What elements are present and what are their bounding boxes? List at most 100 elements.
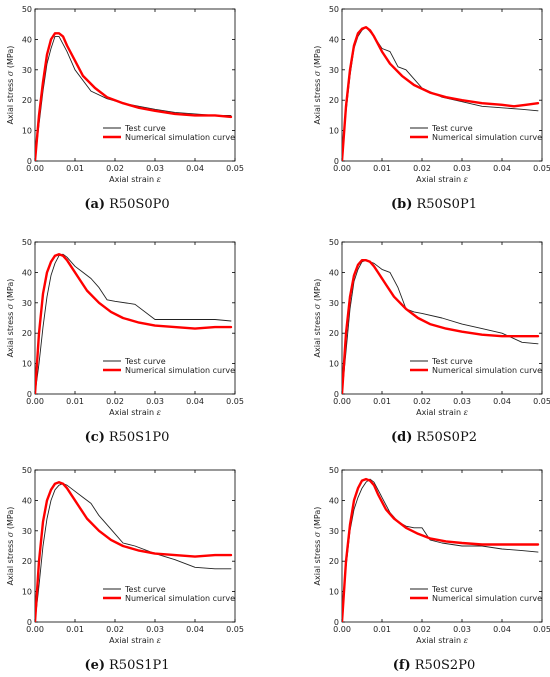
x-tick-label: 0.05 [533, 164, 550, 173]
x-tick-label: 0.04 [186, 397, 204, 406]
x-axis-label-symbol: ε [464, 636, 468, 645]
y-axis-label-symbol: σ [6, 70, 15, 76]
x-tick-label: 0.03 [146, 164, 164, 173]
x-tick-label: 0.01 [373, 164, 391, 173]
y-axis-label-unit: (MPa) [6, 507, 15, 532]
y-tick-label: 40 [22, 496, 32, 505]
panel-caption-name: R50S0P0 [109, 197, 170, 212]
x-axis-label-text: Axial strain [416, 636, 463, 645]
panel-caption-name: R50S2P0 [415, 658, 476, 673]
y-tick-label: 30 [329, 527, 339, 536]
panel-caption-letter: (e) [84, 658, 105, 673]
plot-frame [341, 241, 543, 395]
y-axis-label-symbol: σ [313, 531, 322, 537]
x-tick-label: 0.01 [66, 397, 84, 406]
plot-frame [341, 8, 543, 162]
x-axis-label-symbol: ε [157, 636, 161, 645]
simulation-curve [35, 252, 233, 394]
x-tick-label: 0.04 [493, 164, 511, 173]
y-axis-label-symbol: σ [6, 303, 15, 309]
y-axis-label-text: Axial stress [313, 309, 322, 357]
y-tick-label: 0 [334, 157, 339, 166]
x-axis-label-text: Axial strain [109, 408, 156, 417]
x-axis-label-symbol: ε [157, 175, 161, 184]
x-tick-label: 0.01 [66, 164, 84, 173]
y-tick-label: 20 [22, 329, 32, 338]
x-tick-label: 0.00 [26, 397, 44, 406]
x-axis-label: Axial strain ε [109, 408, 161, 417]
y-tick-label: 10 [22, 127, 32, 136]
panel-caption-letter: (a) [84, 197, 105, 212]
panel-caption: (e) R50S1P1 [84, 658, 169, 673]
chart-panel: 0.00 0.01 0.02 0.03 0.04 0.05 0 10 20 30 40 50 Axial… [6, 5, 244, 212]
legend-simulation-label: Numerical simulation curve [125, 366, 235, 375]
x-tick-label: 0.04 [186, 625, 204, 634]
chart-panel: 0.00 0.01 0.02 0.03 0.04 0.05 0 10 20 30 40 50 Axial… [6, 466, 244, 673]
x-tick-label: 0.02 [106, 397, 124, 406]
x-tick-label: 0.05 [226, 397, 244, 406]
x-tick-label: 0.05 [226, 625, 244, 634]
simulation-curve [342, 26, 540, 161]
y-tick-label: 30 [329, 299, 339, 308]
test-curve [342, 259, 539, 394]
y-axis-label-text: Axial stress [6, 76, 15, 124]
legend-simulation-label: Numerical simulation curve [432, 594, 542, 603]
legend-test-label: Test curve [431, 357, 473, 366]
y-tick-label: 30 [22, 299, 32, 308]
y-tick-label: 30 [22, 66, 32, 75]
y-tick-label: 50 [329, 238, 339, 247]
y-tick-label: 20 [22, 557, 32, 566]
y-tick-label: 50 [22, 5, 32, 14]
y-tick-label: 20 [329, 557, 339, 566]
y-axis-label-symbol: σ [6, 531, 15, 537]
y-tick-label: 10 [329, 127, 339, 136]
legend-simulation-label: Numerical simulation curve [125, 594, 235, 603]
y-tick-label: 40 [329, 268, 339, 277]
x-tick-label: 0.05 [533, 397, 550, 406]
y-tick-label: 40 [329, 496, 339, 505]
y-tick-label: 40 [22, 268, 32, 277]
x-tick-label: 0.00 [333, 625, 351, 634]
panel-caption-name: R50S0P1 [416, 197, 477, 212]
legend-simulation-label: Numerical simulation curve [432, 366, 542, 375]
test-curve [35, 483, 232, 622]
panel-caption-letter: (c) [85, 430, 105, 445]
x-axis-label: Axial strain ε [416, 636, 468, 645]
panel-caption-letter: (f) [393, 658, 411, 673]
y-tick-label: 10 [329, 588, 339, 597]
y-tick-label: 50 [329, 466, 339, 475]
legend-test-label: Test curve [431, 124, 473, 133]
x-tick-label: 0.01 [66, 625, 84, 634]
chart-panel: 0.00 0.01 0.02 0.03 0.04 0.05 0 10 20 30 40 50 Axial… [313, 5, 550, 212]
y-axis-label-unit: (MPa) [6, 46, 15, 71]
x-tick-label: 0.02 [413, 625, 431, 634]
legend-test-label: Test curve [431, 585, 473, 594]
x-axis-label-text: Axial strain [109, 636, 156, 645]
y-axis-label-text: Axial stress [6, 537, 15, 585]
x-axis-label: Axial strain ε [109, 175, 161, 184]
legend-simulation-label: Numerical simulation curve [125, 133, 235, 142]
y-tick-label: 50 [329, 5, 339, 14]
x-tick-label: 0.01 [373, 397, 391, 406]
simulation-curve [35, 481, 233, 622]
y-tick-label: 0 [334, 618, 339, 627]
chart-panel: 0.00 0.01 0.02 0.03 0.04 0.05 0 10 20 30 40 50 Axial… [6, 238, 244, 445]
x-tick-label: 0.03 [146, 397, 164, 406]
x-axis-label-text: Axial strain [416, 408, 463, 417]
chart-panel: 0.00 0.01 0.02 0.03 0.04 0.05 0 10 20 30 40 50 Axial… [313, 238, 550, 445]
x-tick-label: 0.00 [333, 164, 351, 173]
y-axis-label-text: Axial stress [6, 309, 15, 357]
legend-test-label: Test curve [124, 124, 166, 133]
plot-frame [34, 8, 236, 162]
x-axis-label: Axial strain ε [416, 175, 468, 184]
test-curve [35, 35, 232, 161]
legend-test-label: Test curve [124, 585, 166, 594]
y-axis-label: Axial stress σ (MPa) [6, 279, 15, 358]
panel-caption-name: R50S1P1 [109, 658, 170, 673]
x-axis-label-symbol: ε [157, 408, 161, 417]
x-tick-label: 0.05 [226, 164, 244, 173]
plot-frame [34, 241, 236, 395]
y-tick-label: 20 [329, 96, 339, 105]
y-tick-label: 20 [22, 96, 32, 105]
